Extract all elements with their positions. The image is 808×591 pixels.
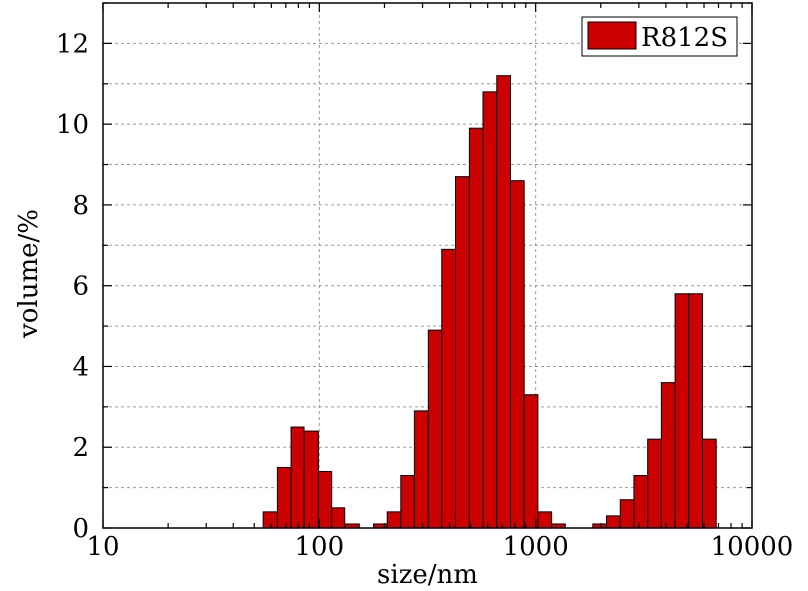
histogram-bar — [688, 293, 703, 529]
histogram-bar — [290, 426, 305, 529]
histogram-bar — [606, 515, 621, 529]
histogram-bar — [454, 176, 470, 529]
histogram-bar — [317, 470, 333, 529]
histogram-bar — [660, 382, 676, 529]
histogram-bar — [509, 180, 525, 529]
y-tick-label: 8 — [72, 191, 89, 221]
histogram-bar — [496, 75, 511, 529]
histogram-bar — [441, 248, 456, 529]
histogram-bar — [633, 475, 649, 529]
histogram-bar — [647, 438, 662, 529]
histogram-bar — [482, 91, 498, 529]
x-tick-label: 1000 — [503, 532, 569, 562]
y-tick-label: 0 — [72, 514, 89, 544]
histogram-bar — [619, 499, 635, 529]
histogram-bar — [523, 394, 539, 529]
histogram-bar — [386, 511, 402, 529]
y-tick-label: 10 — [56, 110, 89, 140]
plot-frame — [102, 2, 753, 529]
histogram-bar — [701, 438, 717, 529]
histogram-bar — [468, 127, 484, 529]
histogram-bar — [674, 293, 690, 529]
grid — [103, 3, 752, 528]
legend-label: R812S — [641, 23, 728, 53]
x-axis-label: size/nm — [377, 560, 478, 590]
y-tick-label: 12 — [56, 29, 89, 59]
histogram-bar — [537, 511, 553, 529]
y-axis-label: volume/% — [14, 209, 44, 339]
histogram-bar — [262, 511, 278, 529]
x-tick-label: 10 — [86, 532, 119, 562]
legend-swatch — [587, 21, 637, 50]
histogram-bar — [303, 430, 319, 529]
y-tick-label: 4 — [72, 352, 89, 382]
legend: R812S — [581, 16, 738, 57]
histogram-bar — [427, 329, 443, 529]
histogram-bar — [413, 410, 429, 529]
x-tick-label: 10000 — [711, 532, 794, 562]
bars — [262, 75, 717, 529]
tick-labels: 0 2 4 6 8 10 12 10 100 1000 10000 — [56, 29, 793, 562]
x-tick-label: 100 — [295, 532, 345, 562]
y-tick-label: 2 — [72, 433, 89, 463]
histogram-bar — [400, 475, 415, 529]
y-tick-label: 6 — [72, 272, 89, 302]
histogram-bar — [276, 466, 292, 529]
axis-ticks — [102, 2, 753, 529]
histogram-bar — [331, 507, 346, 529]
